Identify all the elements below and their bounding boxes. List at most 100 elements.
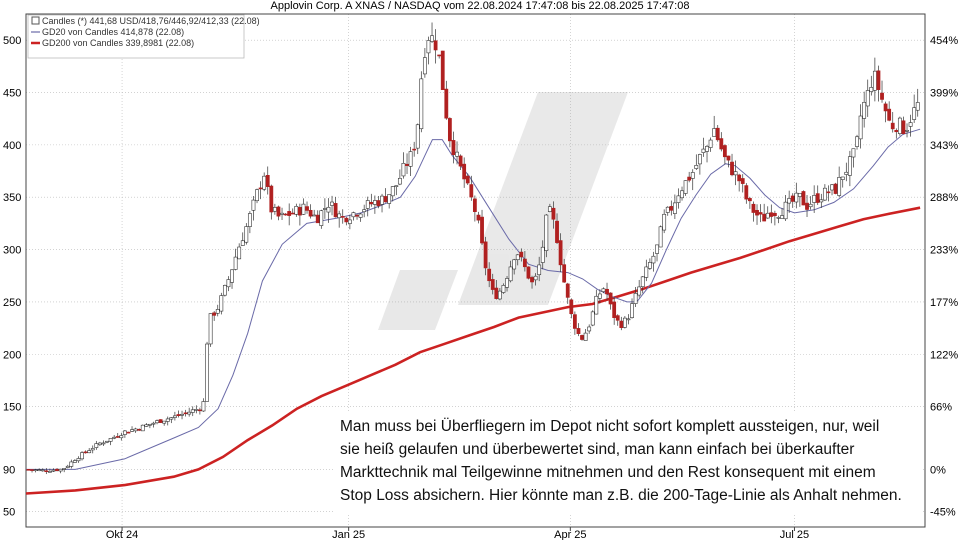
candle-up [908,122,913,127]
candle-up [544,214,549,251]
candle-down [44,470,49,473]
candle-up [130,429,134,432]
candle-up [694,165,699,169]
candle-up [455,151,459,157]
candle-down [801,191,806,206]
y-tick-label-left: 450 [3,88,21,100]
candle-down [880,92,884,100]
y-tick-label-left: 300 [3,245,21,257]
candle-up [119,435,124,439]
candle-down [26,469,31,471]
candle-up [662,213,667,231]
candle-up [387,194,392,204]
candle-up [630,303,634,318]
candle-up [512,259,517,270]
watermark-logo [378,92,628,330]
gd200-line [25,206,921,495]
candle-up [322,208,327,210]
candle-down [669,206,674,211]
candle-up [765,212,770,219]
candle-down [458,155,463,167]
candle-up [905,130,909,132]
candle-down [412,148,417,151]
candle-up [505,278,509,288]
candle-down [383,196,388,203]
y-tick-label-left: 50 [3,506,15,518]
candle-down [901,120,906,134]
candle-up [87,450,92,454]
candle-up [626,318,631,321]
annotation-line-3: Markttechnik mal Teilgewinne mitnehmen u… [340,464,876,481]
candle-down [737,174,742,182]
candle-up [190,409,195,413]
candle-up [812,195,817,203]
candle-up [508,266,513,282]
candle-up [147,423,152,426]
candle-up [733,171,738,176]
candle-up [272,207,277,212]
y-tick-label-left: 150 [3,402,21,414]
candle-down [569,299,574,314]
y-tick-label-left: 350 [3,192,21,204]
x-tick-label: Okt 24 [106,529,138,540]
candle-down [126,431,131,434]
candle-up [262,175,267,190]
candle-down [30,469,34,471]
candle-up [80,452,84,460]
candle-up [208,313,213,345]
candle-up [647,262,652,269]
candle-down [755,209,759,216]
candle-up [415,124,420,149]
candle-up [112,436,117,439]
candle-up [837,177,842,196]
candle-up [776,217,781,219]
candle-up [244,226,249,243]
candle-up [844,171,849,175]
candle-up [672,202,677,214]
candle-up [401,163,406,177]
candle-up [151,422,156,425]
candle-down [176,414,181,416]
candle-up [869,87,874,92]
candle-up [397,177,402,185]
candle-up [101,442,106,445]
candle-down [751,203,756,213]
candle-up [915,102,920,111]
candle-up [637,286,642,296]
candle-down [333,203,338,218]
candle-up [862,102,867,119]
candle-up [280,212,284,215]
candle-down [890,122,895,130]
candle-up [201,401,206,412]
candle-up [372,200,377,205]
candle-up [187,411,192,415]
candle-up [222,285,227,296]
candle-up [515,254,520,261]
candle-up [294,205,299,215]
candle-down [555,220,559,243]
candle-down [283,213,288,216]
annotation-background [334,412,922,514]
candle-up [326,206,331,213]
candle-down [276,206,281,217]
y-tick-label-right: 233% [930,245,958,257]
candle-up [390,186,395,197]
candle-up [240,240,245,246]
x-tick-label: Apr 25 [554,529,586,540]
candle-up [72,460,77,463]
candle-up [108,438,113,442]
candle-up [658,226,663,248]
candle-down [472,198,477,212]
candle-up [319,210,324,226]
candle-up [301,203,306,215]
candle-down [462,163,467,180]
candle-up [169,417,174,420]
y-tick-label-left: 250 [3,297,21,309]
annotation-line-4: Stop Loss absichern. Hier könnte man z.B… [340,487,902,504]
candle-down [558,240,563,266]
candle-up [822,187,827,201]
candle-down [287,211,292,216]
candle-down [55,468,59,472]
candle-down [747,198,752,202]
candle-up [537,264,542,276]
